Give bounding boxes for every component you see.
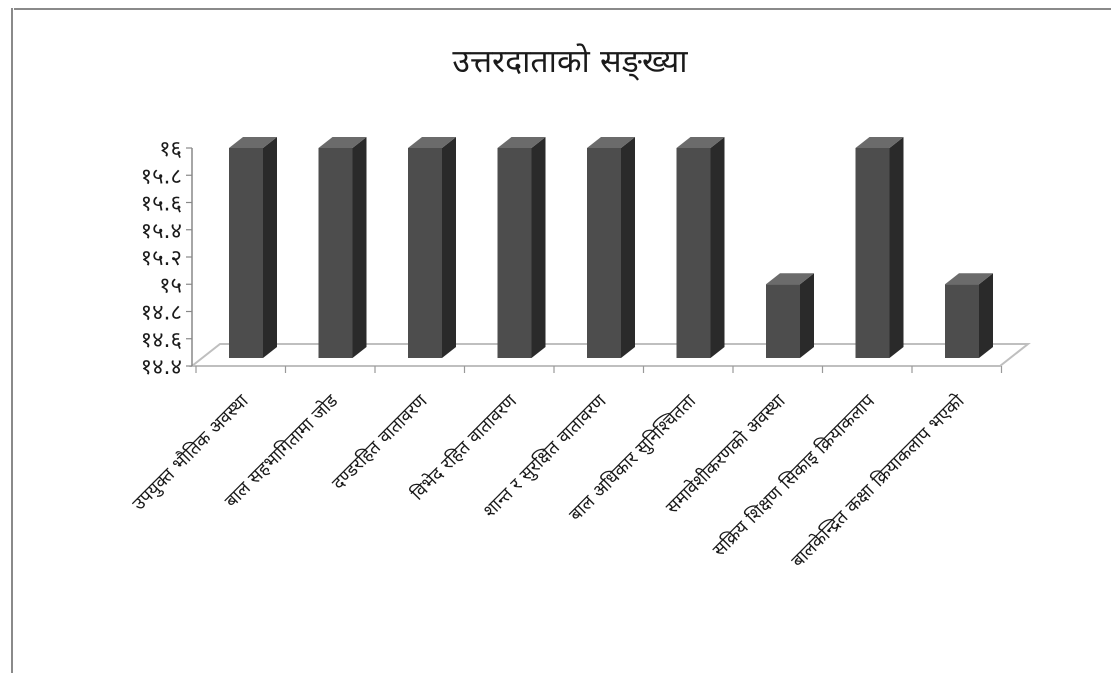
bar-front [766, 284, 800, 358]
bar-side [800, 273, 814, 358]
y-tick-label: १५.६ [141, 192, 182, 217]
bar-side [621, 137, 635, 358]
bar-side [979, 273, 993, 358]
bar-top [855, 137, 904, 148]
x-tick-label: दण्डरहित वातावरण [327, 389, 432, 494]
chart-title: उत्तरदाताको सङ्ख्या [452, 42, 688, 81]
bar [676, 137, 725, 358]
bar [855, 137, 904, 358]
bar-side [263, 137, 277, 358]
bars [229, 137, 993, 358]
frame-border-top [14, 8, 1111, 10]
bar [497, 137, 546, 358]
bar [229, 137, 277, 358]
bar [766, 273, 814, 358]
y-tick-label: १४.८ [141, 301, 182, 326]
x-tick-label: सक्रिय शिक्षण सिकाइ क्रियाकलाप [708, 389, 879, 560]
y-tick-label: १६ [159, 137, 182, 162]
bar-side [710, 137, 725, 358]
frame-border-left [11, 8, 13, 673]
bar-top [766, 273, 814, 285]
bar-front [945, 284, 979, 358]
y-tick-label: १४.६ [141, 328, 182, 353]
bar-top [408, 137, 456, 148]
y-tick-label: १४.४ [141, 355, 182, 380]
bar [408, 137, 456, 358]
bar-top [945, 273, 993, 285]
bar-front [676, 148, 711, 358]
bar-top [676, 137, 725, 148]
bar-top [229, 137, 277, 148]
bar-front [408, 148, 442, 358]
y-tick-label: १५.२ [141, 246, 182, 271]
y-tick-label: १५.४ [141, 219, 182, 244]
bar-front [318, 148, 353, 358]
y-tick-label: १५ [159, 273, 182, 298]
bar-side [442, 137, 456, 358]
bar-front [587, 148, 621, 358]
bar-side [531, 137, 546, 358]
bar [318, 137, 367, 358]
y-tick-label: १५.८ [141, 164, 182, 189]
bar [945, 273, 993, 358]
bar-side [889, 137, 904, 358]
x-tick-label: बालकेन्द्रित कक्षा क्रियाकलाप भएको [787, 390, 969, 572]
bar-front [229, 148, 263, 358]
bar [587, 137, 635, 358]
bar-side [352, 137, 367, 358]
bar-front [497, 148, 532, 358]
bar-top [497, 137, 546, 148]
bar-top [318, 137, 367, 148]
x-axis-labels: उपयुक्त भौतिक अवस्थाबाल सहभागितामा जोडदण… [128, 366, 1003, 572]
bar-top [587, 137, 635, 148]
bar-front [855, 148, 890, 358]
